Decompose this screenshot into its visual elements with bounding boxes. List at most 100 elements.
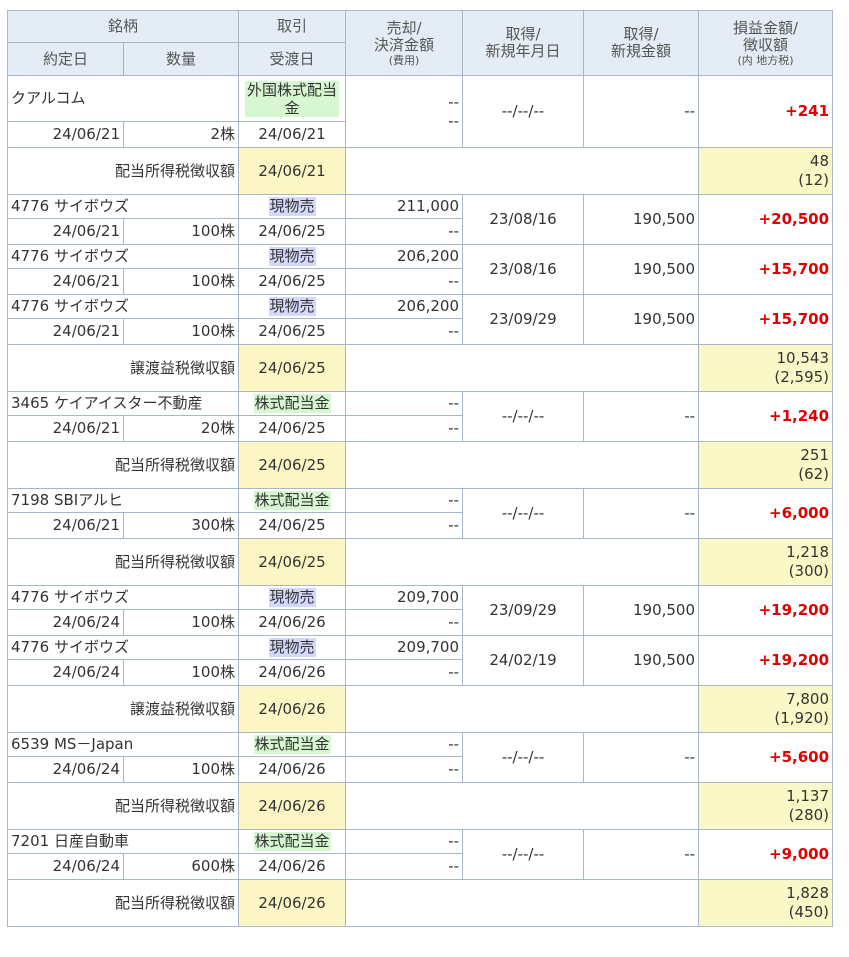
sale-amount: 209,700 [345,585,464,610]
table-row-sub: 24/06/21 20株 24/06/25 -- [7,415,833,442]
col-header-profit: 損益金額/徴収額 (内 地方税) [698,10,834,76]
table-row: 3465 ケイアイスター不動産 株式配当金 -- --/--/-- -- +1,… [6,391,834,442]
settle-date: 24/06/21 [238,121,347,148]
tax-label: 配当所得税徴収額 [6,782,240,830]
trade-date: 24/06/21 [7,318,124,345]
acq-date: 23/09/29 [462,294,585,345]
col-header-acq-amount: 取得/新規金額 [583,10,700,76]
tax-row: 譲渡益税徴収額 24/06/25 10,543 (2,595) [6,344,834,392]
acq-date: 23/08/16 [462,194,585,245]
acq-amount: -- [583,488,700,539]
stock-name: 7198 SBIアルヒ [6,488,240,513]
acq-amount: 190,500 [583,194,700,245]
acq-amount: 190,500 [583,635,700,686]
sale-amount: -- [345,732,464,757]
quantity: 100株 [122,268,240,295]
acq-amount: -- [583,829,700,880]
trade-type: 現物売 [238,585,347,610]
fee-amount: -- [345,756,464,783]
col-header-acq-date: 取得/新規年月日 [462,10,585,76]
fee-amount: -- [345,659,464,686]
stock-name: 4776 サイボウズ [6,194,240,219]
trade-type: 現物売 [238,244,347,269]
tax-row: 配当所得税徴収額 24/06/26 1,828 (450) [6,879,834,927]
sale-amount: 206,200 [345,294,464,319]
tax-amount: 48 (12) [698,147,834,195]
settle-date: 24/06/25 [238,415,347,442]
trade-type: 現物売 [238,194,347,219]
trade-type: 現物売 [238,294,347,319]
acq-date: --/--/-- [462,732,585,783]
sale-amount: 209,700 [345,635,464,660]
stock-name: 4776 サイボウズ [6,635,240,660]
table-row: 4776 サイボウズ 現物売 209,700 24/02/19 190,500 … [6,635,834,686]
sale-amount: -- [345,829,464,854]
quantity: 100株 [122,318,240,345]
tax-amount: 1,137 (280) [698,782,834,830]
tax-amount: 1,828 (450) [698,879,834,927]
acq-amount: 190,500 [583,294,700,345]
sale-amount: -- [345,391,464,416]
sale-amount: 206,200 [345,244,464,269]
settle-date: 24/06/26 [238,609,347,636]
trade-date: 24/06/24 [7,853,124,880]
acq-amount: -- [583,391,700,442]
col-header-settle-date: 受渡日 [238,42,347,76]
profit-amount: +15,700 [698,244,834,295]
tax-row: 配当所得税徴収額 24/06/25 251 (62) [6,441,834,489]
tax-amount: 7,800 (1,920) [698,685,834,733]
tax-label: 配当所得税徴収額 [6,879,240,927]
tax-amount: 10,543 (2,595) [698,344,834,392]
trade-date: 24/06/21 [7,415,124,442]
table-row-sub: 24/06/24 100株 24/06/26 -- [7,659,833,686]
tax-row: 譲渡益税徴収額 24/06/26 7,800 (1,920) [6,685,834,733]
profit-amount: +241 [698,75,834,148]
trade-type: 株式配当金 [238,732,347,757]
tax-date: 24/06/21 [238,147,347,195]
sale-amount: 211,000 [345,194,464,219]
header-row-1: 銘柄 取引 売却/決済金額 (費用) 取得/新規年月日 取得/新規金額 損益金額/… [6,10,834,76]
table-row-sub: 24/06/24 600株 24/06/26 -- [7,853,833,880]
table-row: クアルコム 外国株式配当金 -- -- --/--/-- -- +241 [6,75,834,148]
profit-amount: +9,000 [698,829,834,880]
col-header-trade: 取引 [238,10,347,43]
quantity: 600株 [122,853,240,880]
tax-date: 24/06/26 [238,685,347,733]
tax-row: 配当所得税徴収額 24/06/21 48 (12) [6,147,834,195]
fee-amount: -- [345,512,464,539]
acq-date: --/--/-- [462,75,585,148]
settle-date: 24/06/26 [238,659,347,686]
stock-name: 3465 ケイアイスター不動産 [6,391,240,416]
quantity: 100株 [122,218,240,245]
acq-date: --/--/-- [462,391,585,442]
quantity: 100株 [122,659,240,686]
table-row: 4776 サイボウズ 現物売 209,700 23/09/29 190,500 … [6,585,834,636]
stock-name: 4776 サイボウズ [6,244,240,269]
settle-date: 24/06/26 [238,756,347,783]
col-header-stock: 銘柄 [6,10,240,43]
fee-amount: -- [345,318,464,345]
stock-name: クアルコム [6,75,240,122]
table-row-sub: 24/06/24 100株 24/06/26 -- [7,756,833,783]
fee-amount: -- [345,853,464,880]
trade-date: 24/06/21 [7,218,124,245]
acq-date: 24/02/19 [462,635,585,686]
table-row-sub: 24/06/21 2株 24/06/21 [7,121,833,148]
acq-amount: -- [583,75,700,148]
fee-amount: -- [345,268,464,295]
tax-date: 24/06/25 [238,344,347,392]
table-row: 6539 MS－Japan 株式配当金 -- --/--/-- -- +5,60… [6,732,834,783]
acq-date: --/--/-- [462,488,585,539]
trade-date: 24/06/24 [7,659,124,686]
trade-date: 24/06/24 [7,756,124,783]
table-row: 4776 サイボウズ 現物売 206,200 23/08/16 190,500 … [6,244,834,295]
trade-type: 株式配当金 [238,829,347,854]
quantity: 300株 [122,512,240,539]
trade-date: 24/06/21 [7,268,124,295]
table-row: 4776 サイボウズ 現物売 206,200 23/09/29 190,500 … [6,294,834,345]
trade-type: 現物売 [238,635,347,660]
tax-label: 配当所得税徴収額 [6,441,240,489]
profit-amount: +1,240 [698,391,834,442]
fee-amount: -- [345,609,464,636]
stock-name: 6539 MS－Japan [6,732,240,757]
